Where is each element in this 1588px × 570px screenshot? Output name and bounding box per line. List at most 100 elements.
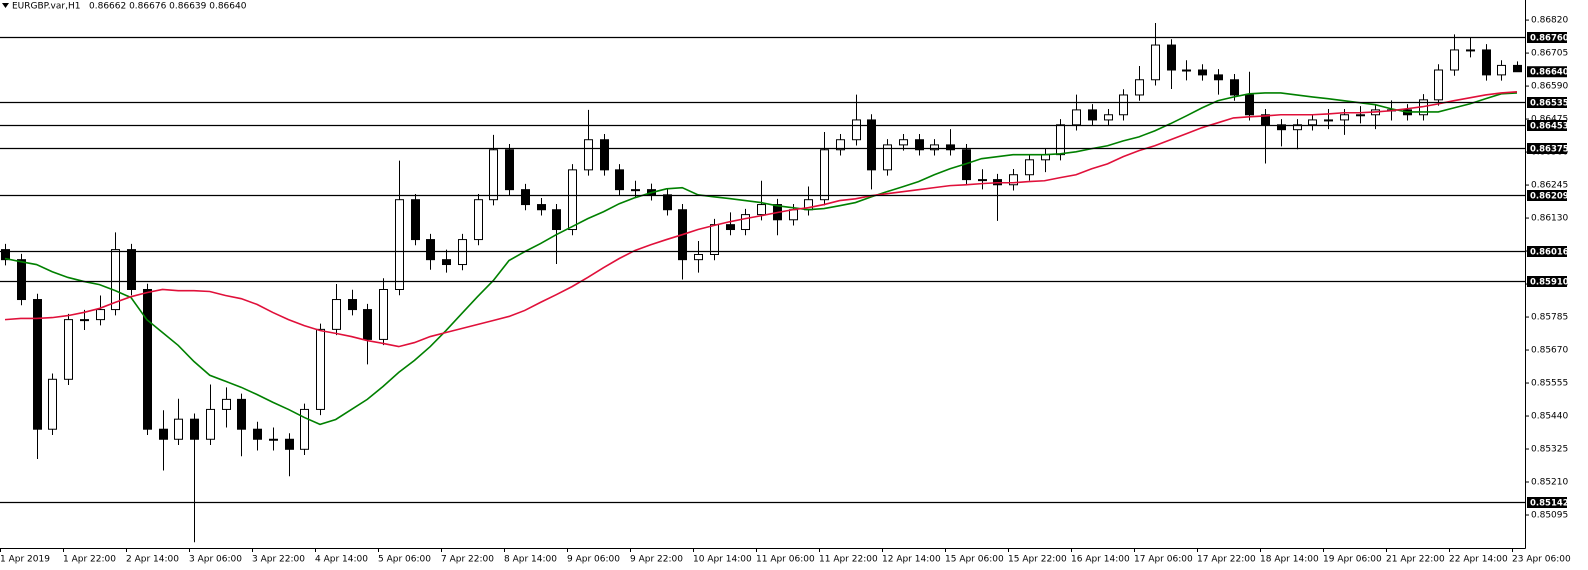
candle-body	[1182, 69, 1191, 72]
level-label-box	[1527, 97, 1567, 108]
candle-body	[395, 199, 404, 290]
x-tick-label: 3 Apr 06:00	[189, 555, 242, 565]
level-label-box	[1527, 276, 1567, 287]
candle-body	[159, 428, 168, 440]
candle-body	[1308, 119, 1317, 126]
candle-body	[489, 149, 498, 201]
moving-average	[4, 92, 1518, 426]
candle-body	[1135, 79, 1144, 96]
plot-area	[1, 22, 1522, 543]
candle-body	[64, 319, 73, 380]
candle-body	[1293, 124, 1302, 131]
candle-body	[222, 398, 231, 410]
x-tick-label: 17 Apr 06:00	[1134, 555, 1193, 565]
candle-body	[348, 299, 357, 311]
x-tick-label: 19 Apr 06:00	[1323, 555, 1382, 565]
candle-body	[1261, 114, 1270, 126]
candle-body	[1167, 44, 1176, 71]
x-tick-label: 1 Apr 22:00	[63, 555, 116, 565]
candle-body	[143, 288, 152, 430]
candle-body	[80, 319, 89, 322]
candle-body	[899, 139, 908, 146]
level-label: 0.86375	[1530, 145, 1569, 155]
candle-body	[1513, 64, 1522, 73]
candle-body	[631, 189, 640, 192]
level-label: 0.85142	[1530, 499, 1569, 509]
candle-body	[96, 309, 105, 321]
candle-body	[1245, 94, 1254, 116]
candle-body	[584, 139, 593, 171]
level-label: 0.86209	[1530, 192, 1569, 202]
candle-body	[253, 428, 262, 440]
candle-body	[1025, 159, 1034, 176]
candle-body	[33, 299, 42, 430]
candle-body	[127, 249, 136, 290]
candle-body	[600, 139, 609, 171]
candle-body	[1088, 109, 1097, 121]
current-price-box	[1527, 66, 1567, 78]
current-price-label: 0.86640	[1530, 68, 1569, 78]
y-tick-label: 0.85095	[1531, 511, 1568, 521]
candle-body	[332, 299, 341, 330]
candle-body	[946, 144, 955, 151]
x-tick-label: 12 Apr 14:00	[882, 555, 941, 565]
x-tick-label: 1 Apr 2019	[0, 555, 50, 565]
candle-body	[1104, 114, 1113, 121]
y-tick-label: 0.86820	[1531, 16, 1568, 26]
candle-body	[505, 149, 514, 191]
y-tick-label: 0.86590	[1531, 82, 1568, 92]
candle-body	[48, 378, 57, 430]
candle-body	[568, 169, 577, 231]
candle-body	[379, 288, 388, 340]
x-tick-label: 15 Apr 06:00	[945, 555, 1004, 565]
candle-body	[111, 249, 120, 311]
candle-body	[1340, 114, 1349, 121]
y-tick-label: 0.85440	[1531, 412, 1568, 422]
level-label: 0.86016	[1530, 248, 1569, 258]
y-tick-label: 0.86705	[1531, 49, 1568, 59]
x-tick-label: 16 Apr 14:00	[1071, 555, 1130, 565]
candle-body	[411, 199, 420, 241]
y-tick-label: 0.86475	[1531, 115, 1568, 125]
y-tick-label: 0.86130	[1531, 214, 1568, 224]
candle-body	[757, 204, 766, 216]
y-tick-label: 0.85785	[1531, 313, 1568, 323]
candle-body	[190, 418, 199, 440]
candle-body	[978, 179, 987, 182]
candle-body	[694, 253, 703, 261]
candle-body	[521, 189, 530, 206]
candle-body	[883, 144, 892, 171]
candle-body	[285, 438, 294, 450]
candle-body	[1356, 114, 1365, 117]
x-tick-label: 8 Apr 14:00	[504, 555, 557, 565]
candle-body	[442, 259, 451, 266]
y-tick-label: 0.85325	[1531, 445, 1568, 455]
candle-body	[1119, 94, 1128, 116]
x-tick-label: 11 Apr 22:00	[819, 555, 878, 565]
x-tick-label: 23 Apr 06:00	[1512, 555, 1571, 565]
candle-body	[1230, 79, 1239, 96]
candle-body	[1214, 74, 1223, 81]
candle-body	[300, 408, 309, 450]
candle-body	[1, 249, 10, 261]
candle-body	[1277, 124, 1286, 131]
level-label-box	[1527, 497, 1567, 508]
candle-body	[1482, 49, 1491, 76]
level-label-box	[1527, 190, 1567, 201]
y-tick-label: 0.85670	[1531, 346, 1568, 356]
symbol: EURGBP.var,H1	[12, 2, 80, 12]
candle-body	[1009, 174, 1018, 186]
y-tick-label: 0.85210	[1531, 478, 1568, 488]
candle-body	[710, 224, 719, 255]
candle-body	[474, 199, 483, 241]
candle-body	[930, 144, 939, 151]
level-label: 0.86760	[1530, 34, 1569, 44]
candle-body	[615, 169, 624, 191]
candle-body	[426, 239, 435, 261]
candle-body	[1324, 119, 1333, 122]
candle-body	[1497, 64, 1506, 76]
x-tick-label: 21 Apr 22:00	[1386, 555, 1445, 565]
level-label-box	[1527, 120, 1567, 131]
